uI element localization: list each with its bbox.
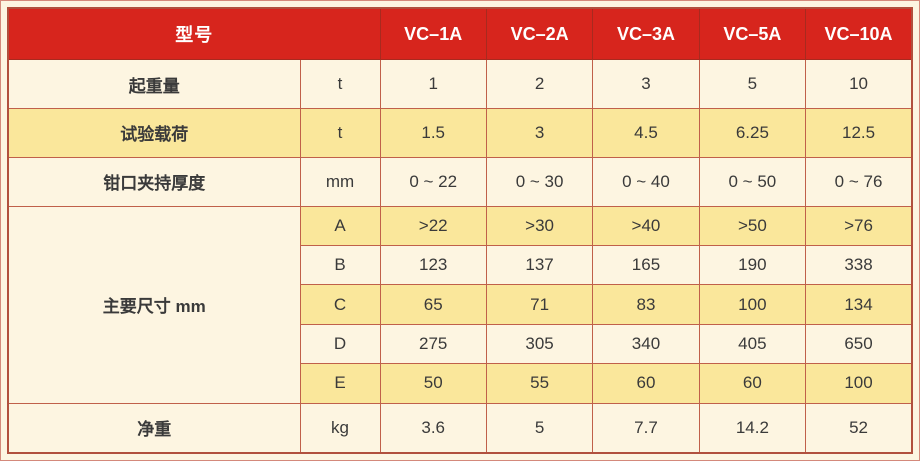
value-cell: 100	[805, 363, 913, 404]
row-label-lifting-capacity: 起重量	[7, 59, 301, 109]
product-spec-table: 型号 VC–1A VC–2A VC–3A VC–5A VC–10A 起重量 t …	[7, 7, 913, 454]
model-header-vc10a: VC–10A	[805, 7, 913, 61]
value-cell: 100	[698, 284, 807, 325]
model-header-vc2a: VC–2A	[485, 7, 594, 61]
value-cell: 1.5	[379, 107, 487, 158]
value-cell: >76	[805, 205, 913, 246]
value-cell: 52	[805, 402, 913, 454]
value-cell: 123	[379, 244, 487, 286]
value-cell: 50	[379, 363, 487, 404]
value-cell: 650	[805, 323, 913, 365]
row-lifting-capacity: 起重量 t 1 2 3 5 10	[7, 59, 913, 109]
row-jaw-thickness: 钳口夹持厚度 mm 0 ~ 22 0 ~ 30 0 ~ 40 0 ~ 50 0 …	[7, 156, 913, 207]
model-header-vc5a: VC–5A	[698, 7, 807, 61]
row-label-net-weight: 净重	[7, 402, 301, 454]
value-cell: 275	[379, 323, 487, 365]
row-dimension-c: C 65 71 83 100 134	[8, 284, 913, 325]
unit-label: t	[299, 107, 381, 158]
row-test-load: 试验载荷 t 1.5 3 4.5 6.25 12.5	[7, 107, 913, 158]
value-cell: >22	[379, 205, 487, 246]
value-cell: 3	[592, 59, 700, 109]
value-cell: 65	[379, 284, 487, 325]
unit-label: kg	[299, 402, 381, 454]
dim-key-e: E	[299, 363, 381, 404]
value-cell: 0 ~ 76	[805, 156, 913, 207]
row-dimension-b: B 123 137 165 190 338	[8, 244, 913, 286]
value-cell: 0 ~ 40	[592, 156, 700, 207]
model-header-vc1a: VC–1A	[379, 7, 487, 61]
value-cell: >40	[592, 205, 700, 246]
model-header-label: 型号	[7, 7, 381, 61]
value-cell: 0 ~ 30	[485, 156, 594, 207]
row-label-test-load: 试验载荷	[7, 107, 301, 158]
value-cell: 0 ~ 22	[379, 156, 487, 207]
value-cell: >50	[698, 205, 807, 246]
row-net-weight: 净重 kg 3.6 5 7.7 14.2 52	[7, 402, 913, 454]
value-cell: 5	[485, 402, 594, 454]
dim-key-a: A	[299, 205, 381, 246]
value-cell: 2	[485, 59, 594, 109]
value-cell: 305	[485, 323, 594, 365]
unit-label: mm	[299, 156, 381, 207]
value-cell: 5	[698, 59, 807, 109]
unit-label: t	[299, 59, 381, 109]
value-cell: 60	[698, 363, 807, 404]
header-row: 型号 VC–1A VC–2A VC–3A VC–5A VC–10A	[7, 7, 913, 61]
dim-key-d: D	[299, 323, 381, 365]
row-dimension-d: D 275 305 340 405 650	[8, 323, 913, 365]
dim-key-b: B	[299, 244, 381, 286]
value-cell: 338	[805, 244, 913, 286]
value-cell: 10	[805, 59, 913, 109]
value-cell: 137	[485, 244, 594, 286]
value-cell: 340	[592, 323, 700, 365]
value-cell: 1	[379, 59, 487, 109]
value-cell: 14.2	[698, 402, 807, 454]
value-cell: >30	[485, 205, 594, 246]
value-cell: 405	[698, 323, 807, 365]
value-cell: 134	[805, 284, 913, 325]
value-cell: 55	[485, 363, 594, 404]
value-cell: 60	[592, 363, 700, 404]
main-dimensions-label: 主要尺寸 mm	[7, 205, 301, 404]
value-cell: 71	[485, 284, 594, 325]
value-cell: 3.6	[379, 402, 487, 454]
value-cell: 165	[592, 244, 700, 286]
model-header-vc3a: VC–3A	[592, 7, 700, 61]
value-cell: 12.5	[805, 107, 913, 158]
value-cell: 4.5	[592, 107, 700, 158]
value-cell: 3	[485, 107, 594, 158]
row-label-jaw-thickness: 钳口夹持厚度	[7, 156, 301, 207]
value-cell: 7.7	[592, 402, 700, 454]
dim-key-c: C	[299, 284, 381, 325]
value-cell: 83	[592, 284, 700, 325]
value-cell: 190	[698, 244, 807, 286]
value-cell: 6.25	[698, 107, 807, 158]
row-dimension-a: 主要尺寸 mm A >22 >30 >40 >50 >76	[7, 205, 913, 404]
row-dimension-e: E 50 55 60 60 100	[8, 363, 913, 404]
value-cell: 0 ~ 50	[698, 156, 807, 207]
